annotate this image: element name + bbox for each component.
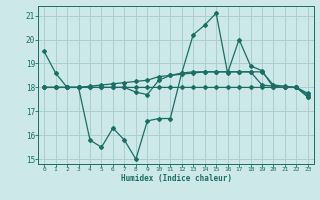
X-axis label: Humidex (Indice chaleur): Humidex (Indice chaleur) [121, 174, 231, 183]
